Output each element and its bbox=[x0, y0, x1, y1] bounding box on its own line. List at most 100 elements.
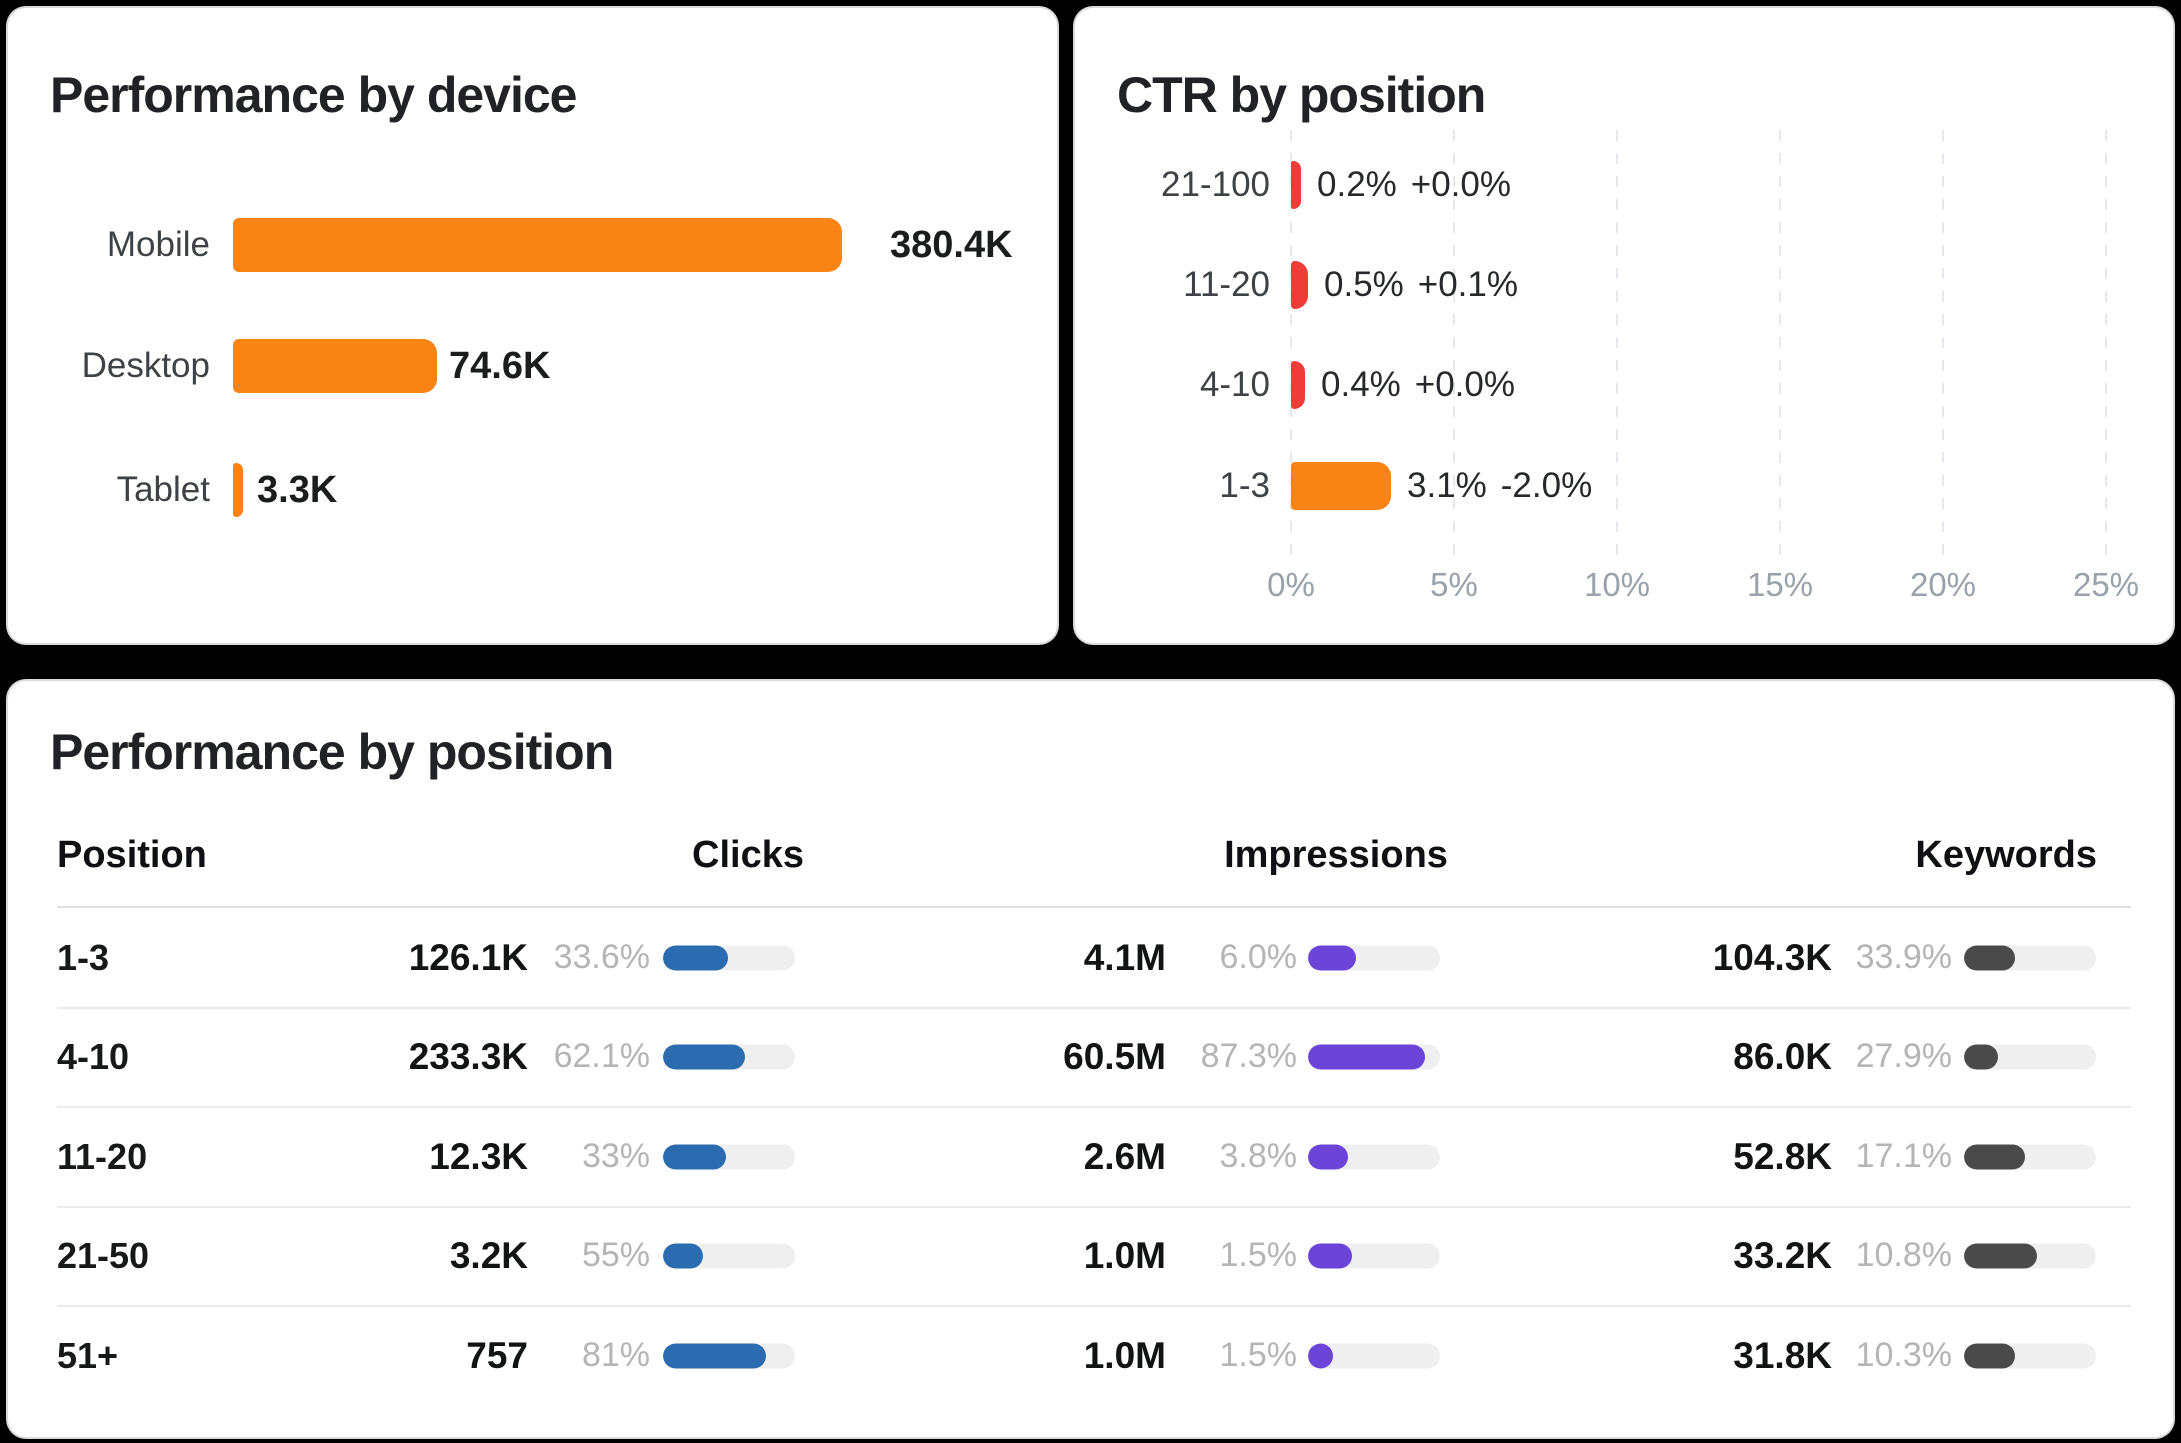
table-header-row: Position Clicks Impressions Keywords bbox=[8, 831, 2173, 879]
cell-keywords-value: 33.2K bbox=[1733, 1234, 1832, 1276]
cell-clicks-percent: 55% bbox=[581, 1236, 650, 1274]
impressions-progress-bar bbox=[1308, 945, 1440, 970]
gridline bbox=[1616, 130, 1618, 564]
panel-ctr-by-position: CTR by position 21-100 0.2% +0.0% 11-20 0.5%… bbox=[1075, 8, 2173, 643]
ctr-row-4-10: 4-10 0.4% +0.0% bbox=[1075, 361, 2173, 409]
cell-keywords-percent: 17.1% bbox=[1855, 1137, 1952, 1175]
ctr-value: 0.4% +0.0% bbox=[1321, 365, 1515, 405]
table-row: 51+ 757 81% 1.0M 1.5% 31.8K 10.3% bbox=[57, 1306, 2131, 1405]
ctr-bar[interactable] bbox=[1291, 261, 1308, 309]
ctr-value-pct: 0.5% bbox=[1324, 265, 1404, 304]
device-label: Tablet bbox=[116, 470, 210, 509]
impressions-progress-bar bbox=[1308, 1044, 1440, 1069]
gridline bbox=[1779, 130, 1781, 564]
ctr-bar[interactable] bbox=[1291, 161, 1301, 209]
cell-clicks-value: 12.3K bbox=[429, 1135, 528, 1177]
device-bar[interactable] bbox=[233, 339, 437, 393]
cell-impressions-percent: 3.8% bbox=[1219, 1137, 1298, 1175]
impressions-progress-fill bbox=[1308, 945, 1356, 970]
ctr-row-11-20: 11-20 0.5% +0.1% bbox=[1075, 261, 2173, 309]
cell-clicks-value: 126.1K bbox=[408, 936, 528, 978]
column-header-impressions: Impressions bbox=[1224, 833, 1448, 876]
gridline bbox=[2105, 130, 2107, 564]
cell-clicks-value: 757 bbox=[466, 1334, 528, 1376]
device-value: 3.3K bbox=[257, 468, 338, 511]
ctr-value-delta: +0.0% bbox=[1414, 365, 1515, 404]
cell-position: 51+ bbox=[57, 1334, 119, 1376]
table-header-divider bbox=[57, 906, 2131, 908]
device-row-desktop: Desktop 74.6K bbox=[8, 339, 1057, 393]
clicks-progress-fill bbox=[663, 1343, 766, 1368]
impressions-progress-fill bbox=[1308, 1044, 1426, 1069]
keywords-progress-bar bbox=[1964, 945, 2096, 970]
device-bar[interactable] bbox=[233, 463, 243, 517]
ctr-bar[interactable] bbox=[1291, 361, 1305, 409]
ctr-bar[interactable] bbox=[1291, 462, 1391, 510]
ctr-value: 3.1% -2.0% bbox=[1407, 466, 1592, 506]
clicks-progress-bar bbox=[663, 1044, 795, 1069]
column-header-keywords: Keywords bbox=[1915, 833, 2097, 876]
cell-clicks-percent: 33% bbox=[581, 1137, 650, 1175]
clicks-progress-bar bbox=[663, 1144, 795, 1169]
cell-clicks-percent: 81% bbox=[581, 1336, 650, 1374]
keywords-progress-bar bbox=[1964, 1243, 2096, 1268]
cell-position: 11-20 bbox=[57, 1135, 148, 1177]
column-header-clicks: Clicks bbox=[692, 833, 804, 876]
impressions-progress-bar bbox=[1308, 1243, 1440, 1268]
clicks-progress-fill bbox=[663, 1243, 703, 1268]
cell-position: 4-10 bbox=[57, 1035, 130, 1077]
cell-impressions-value: 2.6M bbox=[1083, 1135, 1166, 1177]
ctr-value-delta: +0.1% bbox=[1417, 265, 1518, 304]
cell-impressions-value: 1.0M bbox=[1083, 1234, 1166, 1276]
table-row: 11-20 12.3K 33% 2.6M 3.8% 52.8K 17.1% bbox=[57, 1107, 2131, 1208]
axis-tick-label: 25% bbox=[2072, 566, 2140, 603]
cell-keywords-value: 104.3K bbox=[1712, 936, 1832, 978]
clicks-progress-bar bbox=[663, 945, 795, 970]
axis-tick-label: 15% bbox=[1746, 566, 1814, 603]
ctr-panel-title: CTR by position bbox=[1117, 67, 1486, 123]
cell-clicks-value: 3.2K bbox=[449, 1234, 528, 1276]
gridline bbox=[1453, 130, 1455, 564]
cell-keywords-percent: 10.3% bbox=[1855, 1336, 1952, 1374]
cell-clicks-percent: 62.1% bbox=[553, 1037, 650, 1075]
column-header-position: Position bbox=[57, 833, 207, 876]
table-row: 4-10 233.3K 62.1% 60.5M 87.3% 86.0K 27.9% bbox=[57, 1007, 2131, 1108]
cell-impressions-value: 1.0M bbox=[1083, 1334, 1166, 1376]
ctr-value-pct: 0.2% bbox=[1317, 165, 1397, 204]
gridline bbox=[1942, 130, 1944, 564]
ctr-value: 0.2% +0.0% bbox=[1317, 165, 1511, 205]
cell-impressions-percent: 1.5% bbox=[1219, 1236, 1298, 1274]
cell-clicks-value: 233.3K bbox=[408, 1035, 528, 1077]
axis-tick-label: 20% bbox=[1909, 566, 1977, 603]
clicks-progress-fill bbox=[663, 1144, 727, 1169]
device-row-mobile: Mobile 380.4K bbox=[8, 218, 1057, 272]
cell-keywords-value: 86.0K bbox=[1733, 1035, 1832, 1077]
keywords-progress-fill bbox=[1964, 945, 2016, 970]
keywords-progress-bar bbox=[1964, 1343, 2096, 1368]
clicks-progress-bar bbox=[663, 1243, 795, 1268]
impressions-progress-fill bbox=[1308, 1343, 1334, 1368]
keywords-progress-bar bbox=[1964, 1044, 2096, 1069]
device-bar[interactable] bbox=[233, 218, 842, 272]
impressions-progress-fill bbox=[1308, 1144, 1348, 1169]
cell-keywords-percent: 33.9% bbox=[1855, 938, 1952, 976]
panel-performance-by-device: Performance by device Mobile 380.4K Deskto… bbox=[8, 8, 1057, 643]
impressions-progress-bar bbox=[1308, 1144, 1440, 1169]
device-value: 74.6K bbox=[449, 344, 551, 387]
axis-tick-label: 5% bbox=[1430, 566, 1478, 603]
cell-keywords-value: 31.8K bbox=[1733, 1334, 1832, 1376]
table-panel-title: Performance by position bbox=[50, 724, 614, 780]
ctr-position-label: 1-3 bbox=[1219, 466, 1270, 505]
clicks-progress-fill bbox=[663, 1044, 745, 1069]
keywords-progress-bar bbox=[1964, 1144, 2096, 1169]
keywords-progress-fill bbox=[1964, 1144, 2025, 1169]
device-panel-title: Performance by device bbox=[50, 67, 577, 123]
ctr-value-delta: +0.0% bbox=[1410, 165, 1511, 204]
cell-keywords-value: 52.8K bbox=[1733, 1135, 1832, 1177]
axis-tick-label: 10% bbox=[1583, 566, 1651, 603]
device-label: Desktop bbox=[81, 346, 210, 385]
impressions-progress-fill bbox=[1308, 1243, 1352, 1268]
ctr-position-label: 11-20 bbox=[1183, 265, 1270, 304]
cell-keywords-percent: 10.8% bbox=[1855, 1236, 1952, 1274]
table-row: 21-50 3.2K 55% 1.0M 1.5% 33.2K 10.8% bbox=[57, 1206, 2131, 1307]
